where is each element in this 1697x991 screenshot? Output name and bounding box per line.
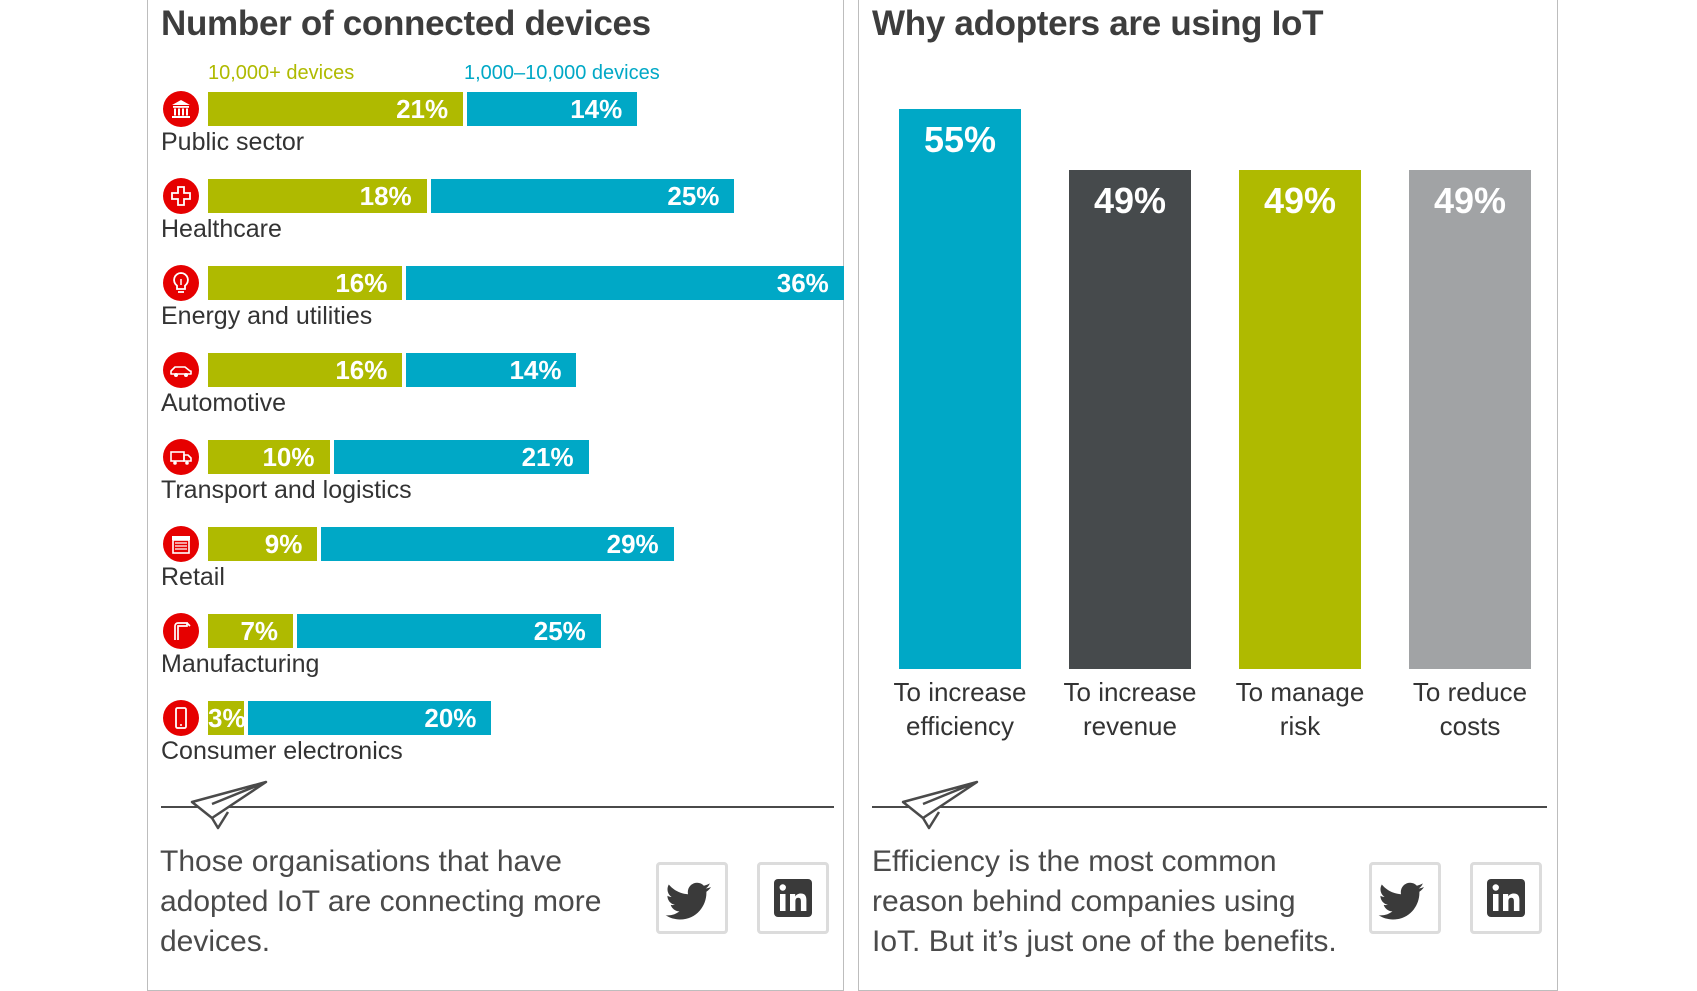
category-label: Transport and logistics <box>161 476 412 504</box>
bar-1000-10000: 21% <box>333 440 589 474</box>
twitter-share-button[interactable] <box>1369 862 1441 934</box>
bar-10000-plus: 16% <box>208 266 403 300</box>
government-building-icon <box>163 91 199 127</box>
legend-series-2: 1,000–10,000 devices <box>464 62 660 84</box>
paper-plane-icon <box>901 780 979 830</box>
bar-1000-10000: 25% <box>297 614 601 648</box>
bar-10000-plus: 9% <box>208 527 318 561</box>
bar-to-manage-risk <box>1239 170 1361 669</box>
bar-1000-10000: 36% <box>406 266 844 300</box>
fuel-pump-icon <box>163 613 199 649</box>
bar-value-label: 49% <box>1093 180 1167 222</box>
right-caption: Efficiency is the most common reason beh… <box>872 845 1337 958</box>
bar-to-increase-revenue <box>1069 170 1191 669</box>
category-label: Healthcare <box>161 215 282 243</box>
bar-1000-10000: 20% <box>248 701 492 735</box>
shop-icon <box>163 526 199 562</box>
category-label: To manage risk <box>1235 677 1365 741</box>
legend-series-1: 10,000+ devices <box>208 62 355 84</box>
bar-10000-plus: 7% <box>208 614 294 648</box>
bar-value-label: 49% <box>1433 180 1507 222</box>
car-icon <box>163 352 199 388</box>
bar-10000-plus: 18% <box>208 179 427 213</box>
bar-to-increase-efficiency <box>899 109 1021 669</box>
linkedin-share-button[interactable] <box>757 862 829 934</box>
left-panel-title: Number of connected devices <box>161 4 651 43</box>
category-label: Consumer electronics <box>161 737 403 765</box>
category-label: To increase revenue <box>1063 677 1197 741</box>
bar-value-label: 49% <box>1263 180 1337 222</box>
bar-to-reduce-costs <box>1409 170 1531 669</box>
category-label: To increase efficiency <box>893 677 1027 741</box>
smartphone-icon <box>163 700 199 736</box>
bar-10000-plus: 21% <box>208 92 464 126</box>
linkedin-share-button[interactable] <box>1470 862 1542 934</box>
bar-10000-plus: 3% <box>208 701 246 735</box>
twitter-icon <box>665 882 711 920</box>
bar-1000-10000: 29% <box>321 527 674 561</box>
left-divider <box>161 806 834 808</box>
bar-10000-plus: 16% <box>208 353 403 387</box>
linkedin-icon <box>774 879 812 917</box>
bar-1000-10000: 14% <box>406 353 577 387</box>
twitter-icon <box>1378 882 1424 920</box>
linkedin-icon <box>1487 879 1525 917</box>
paper-plane-icon <box>190 780 268 830</box>
category-label: To reduce costs <box>1412 677 1528 741</box>
medical-cross-icon <box>163 178 199 214</box>
category-label: Energy and utilities <box>161 302 373 330</box>
bar-value-label: 55% <box>923 119 997 161</box>
right-divider <box>872 806 1547 808</box>
truck-icon <box>163 439 199 475</box>
left-caption: Those organisations that have adopted Io… <box>160 845 602 958</box>
category-label: Automotive <box>161 389 287 417</box>
bar-1000-10000: 14% <box>467 92 638 126</box>
twitter-share-button[interactable] <box>656 862 728 934</box>
category-label: Retail <box>161 563 225 591</box>
connected-devices-panel <box>147 0 844 991</box>
right-panel-title: Why adopters are using IoT <box>872 4 1324 43</box>
category-label: Public sector <box>161 128 305 156</box>
bar-1000-10000: 25% <box>430 179 735 213</box>
bar-10000-plus: 10% <box>208 440 330 474</box>
lightbulb-icon <box>163 265 199 301</box>
category-label: Manufacturing <box>161 650 320 678</box>
